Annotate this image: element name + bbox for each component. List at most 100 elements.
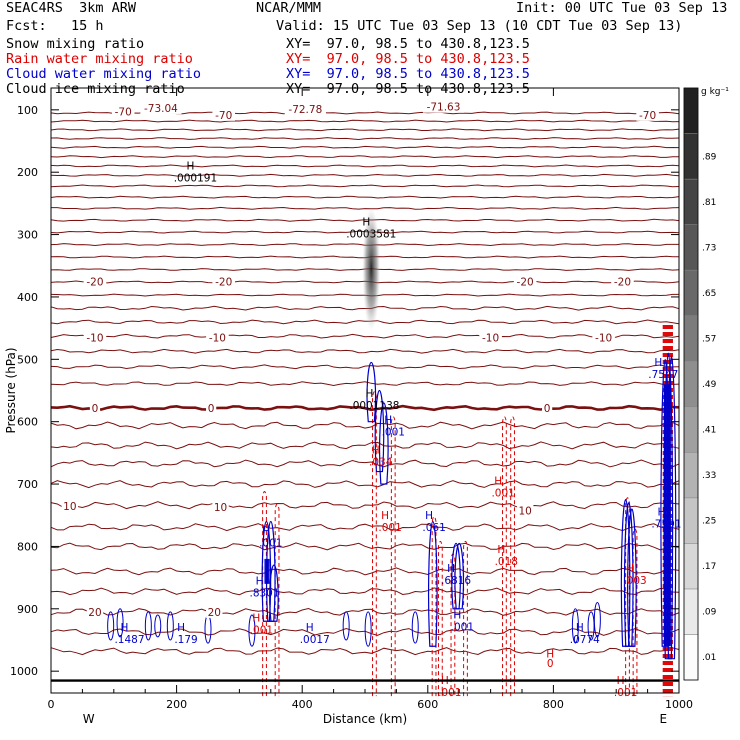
maximum-marker: H: [372, 444, 380, 456]
colorbar-tick-label: .41: [702, 426, 716, 436]
rain-maximum-marker: H: [546, 648, 554, 660]
endpoint-east: E: [660, 712, 668, 726]
colorbar-tick-label: .89: [702, 152, 717, 162]
rain-contour: [372, 391, 377, 697]
maximum-value: .061: [422, 522, 445, 534]
rain-contour: [431, 515, 437, 697]
isotherm-label: 10: [214, 502, 227, 514]
cloud-water-contour: [428, 520, 438, 647]
maximum-marker: H: [262, 525, 270, 537]
isotherm-label-bg: [513, 275, 537, 288]
colorbar-segment: [683, 588, 699, 635]
cloud-water-contour: [342, 611, 350, 641]
colorbar-segment: [683, 543, 699, 590]
colorbar-segment: [683, 634, 699, 681]
isotherm-line: [50, 404, 680, 412]
rain-contour: [262, 491, 267, 697]
maximum-marker: H: [121, 622, 129, 634]
cloud-water-contour: [451, 542, 461, 610]
rain-contour: [632, 528, 638, 697]
colorbar-segment: [683, 360, 699, 408]
colorbar-unit: g kg⁻¹: [701, 87, 729, 97]
x-tick-label: 200: [166, 698, 187, 711]
maximum-marker: H: [494, 476, 502, 488]
maximum-value: .1487: [114, 634, 144, 646]
maximum-marker: H: [384, 414, 392, 426]
field-rain-xy: XY= 97.0, 98.5 to 430.8,123.5: [286, 51, 530, 67]
maximum-value: .001: [451, 622, 474, 634]
y-tick-label: 1000: [10, 665, 38, 678]
y-tick-label: 800: [17, 540, 38, 553]
isotherm-line: [50, 480, 680, 489]
cloud-water-contour: [261, 520, 272, 622]
isotherm-line: [50, 145, 680, 149]
colorbar-segment: [683, 406, 699, 453]
isotherm-label-bg: [284, 103, 326, 116]
y-tick-label: 600: [17, 416, 38, 429]
isotherm-line: [50, 128, 680, 132]
maximum-marker: H: [425, 510, 433, 522]
x-axis-label: Distance (km): [323, 712, 407, 726]
maximum-value: .7547: [648, 369, 678, 381]
maximum-marker: H: [576, 622, 584, 634]
cloud-water-contour: [107, 611, 115, 641]
rain-contour: [463, 540, 468, 697]
y-tick-label: 900: [17, 603, 38, 616]
rain-contour: [510, 416, 515, 697]
colorbar-tick-label: .25: [702, 517, 716, 527]
maximum-value: .179: [174, 634, 197, 646]
isotherm-label-bg: [636, 108, 659, 121]
colorbar-segment: [683, 224, 699, 271]
isotherm-label: -20: [614, 276, 631, 288]
maximum-marker: H: [447, 563, 455, 575]
maximum-value: .0774: [570, 634, 600, 646]
isotherm-label-bg: [83, 275, 107, 288]
isotherm-line: [50, 587, 680, 596]
field-cloud-ice: Cloud ice mixing ratio: [6, 81, 185, 97]
colorbar-tick-label: .33: [702, 471, 716, 481]
isotherm-label: -70: [115, 107, 132, 119]
isotherm-label-bg: [212, 501, 229, 514]
isotherm-label: -70: [639, 110, 656, 122]
cloud-water-contour: [269, 564, 279, 622]
field-rain: Rain water mixing ratio: [6, 51, 193, 67]
isotherm-label: -10: [209, 332, 226, 344]
isotherm-line: [50, 381, 680, 387]
field-cloud-water: Cloud water mixing ratio: [6, 66, 202, 82]
cloud-water-contour: [366, 361, 377, 423]
isotherm-line: [50, 523, 680, 532]
colorbar-tick-label: .57: [702, 334, 716, 344]
x-tick-label: 400: [292, 698, 313, 711]
isotherm-label-bg: [542, 401, 553, 414]
field-cloud-water-xy: XY= 97.0, 98.5 to 430.8,123.5: [286, 66, 530, 82]
x-tick-label: 600: [417, 698, 438, 711]
isotherm-line: [51, 206, 680, 210]
maximum-value: .7591: [651, 519, 681, 531]
isotherm-label: -20: [215, 276, 232, 288]
isotherm-line: [50, 333, 680, 339]
rain-contour: [502, 416, 507, 697]
isotherm-line: [50, 459, 680, 468]
cloud-water-contour: [116, 608, 124, 638]
cloud-water-contour: [454, 542, 465, 610]
isotherm-line: [50, 441, 680, 450]
isotherm-line: [50, 501, 680, 510]
isotherm-label-bg: [212, 275, 235, 288]
colorbar-frame: [683, 87, 699, 681]
cloud-water-contour: [364, 611, 372, 647]
cloud-water-contour: [587, 611, 595, 641]
isotherm-label-bg: [479, 331, 502, 344]
maximum-value: .0003581: [346, 229, 396, 241]
isotherm-line: [50, 319, 680, 325]
maximum-marker: H: [626, 563, 634, 575]
maximum-value: .8301: [249, 587, 279, 599]
isotherm-label-bg: [140, 101, 182, 114]
isotherm-line: [50, 421, 680, 430]
cloud-water-contour: [248, 614, 256, 647]
colorbar-segment: [683, 452, 699, 499]
isotherm-line: [50, 364, 680, 370]
maximum-value: .001: [491, 488, 514, 500]
isotherm-label-bg: [83, 331, 107, 344]
y-tick-label: 300: [17, 229, 38, 242]
y-tick-label: 100: [17, 104, 38, 117]
